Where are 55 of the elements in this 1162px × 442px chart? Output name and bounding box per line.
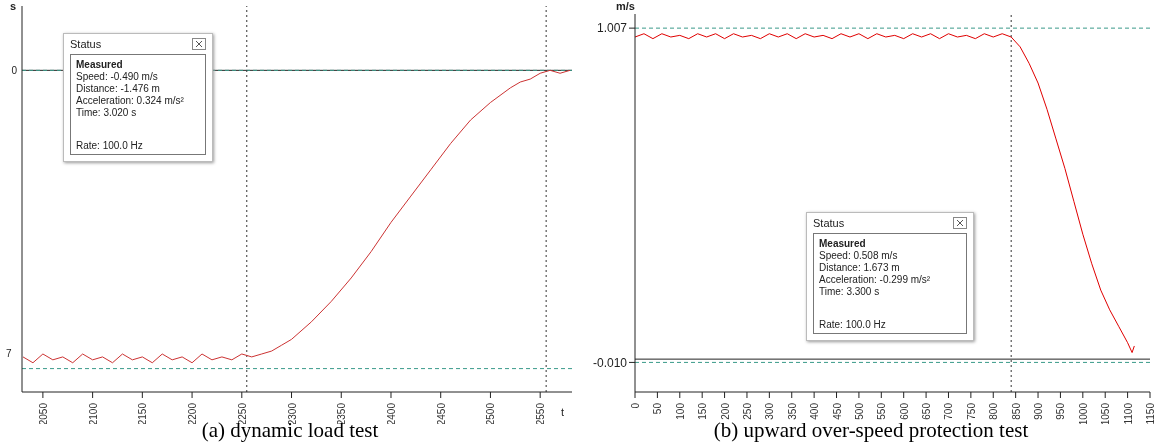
x-tick-label: 700 [943, 402, 955, 420]
x-tick-label: 150 [697, 402, 709, 420]
annotation: Time: 3.020 s [76, 107, 138, 118]
annotation: Status [813, 217, 845, 229]
x-tick-label: 650 [921, 402, 933, 420]
y-axis-title: m/s [616, 0, 635, 12]
annotation: Distance: -1.476 m [76, 83, 161, 94]
annotation: Acceleration: -0.299 m/s² [819, 274, 932, 285]
x-tick-label: 0 [630, 402, 641, 409]
line-series [635, 33, 1135, 354]
x-tick-label: 250 [741, 402, 753, 420]
x-tick-label: 900 [1033, 402, 1045, 420]
x-tick-label: 950 [1055, 402, 1067, 420]
x-tick-label: 800 [988, 402, 1000, 420]
annotation: Distance: 1.673 m [819, 262, 901, 273]
annotation: Rate: 100.0 Hz [76, 140, 144, 151]
x-tick-label: 2450 [435, 402, 447, 426]
x-tick-label: 2550 [535, 402, 547, 426]
annotation: Measured [819, 238, 867, 249]
text: Status [70, 38, 102, 50]
x-tick-label: 2100 [87, 402, 99, 426]
x-tick-label: 350 [786, 402, 798, 420]
x-tick-label: 500 [853, 402, 865, 420]
x-tick-label: 2300 [286, 402, 298, 426]
x-tick-label: 100 [674, 402, 686, 420]
annotation: Speed: -0.490 m/s [76, 71, 159, 82]
x-tick-label: 50 [652, 402, 664, 415]
y-axis-title: s [9, 0, 16, 12]
x-tick-label: 550 [876, 402, 888, 420]
annotation: Time: 3.300 s [819, 286, 881, 297]
x-tick-label: 2500 [485, 402, 497, 426]
x-tick-label: 1050 [1100, 402, 1112, 426]
x-tick-label: 2400 [385, 402, 397, 426]
annotation: Speed: 0.508 m/s [819, 250, 899, 261]
x-tick-label: 2050 [37, 402, 49, 426]
x-tick-label: 300 [764, 402, 776, 420]
x-tick-label: 450 [831, 402, 843, 420]
x-tick-label: 600 [898, 402, 910, 420]
annotation: Acceleration: 0.324 m/s² [76, 95, 185, 106]
text: Measured [76, 59, 123, 70]
x-axis-title: t [560, 406, 564, 418]
y-tick-label: -0.010 [592, 355, 628, 370]
x-tick-label: 850 [1010, 402, 1022, 420]
y-tick-label: 1.007 [596, 21, 628, 36]
x-tick-label: 2200 [187, 402, 199, 426]
annotation: Rate: 100.0 Hz [819, 319, 887, 330]
x-tick-label: 400 [809, 402, 821, 420]
x-tick-label: 2150 [137, 402, 149, 426]
text: 7 [6, 348, 12, 359]
x-tick-label: 1000 [1077, 402, 1089, 426]
ref-line-label: 0 [11, 64, 18, 76]
x-tick-label: 1150 [1145, 402, 1156, 425]
x-tick-label: 750 [965, 402, 977, 420]
x-tick-label: 1100 [1122, 402, 1134, 425]
x-tick-label: 200 [719, 402, 731, 420]
